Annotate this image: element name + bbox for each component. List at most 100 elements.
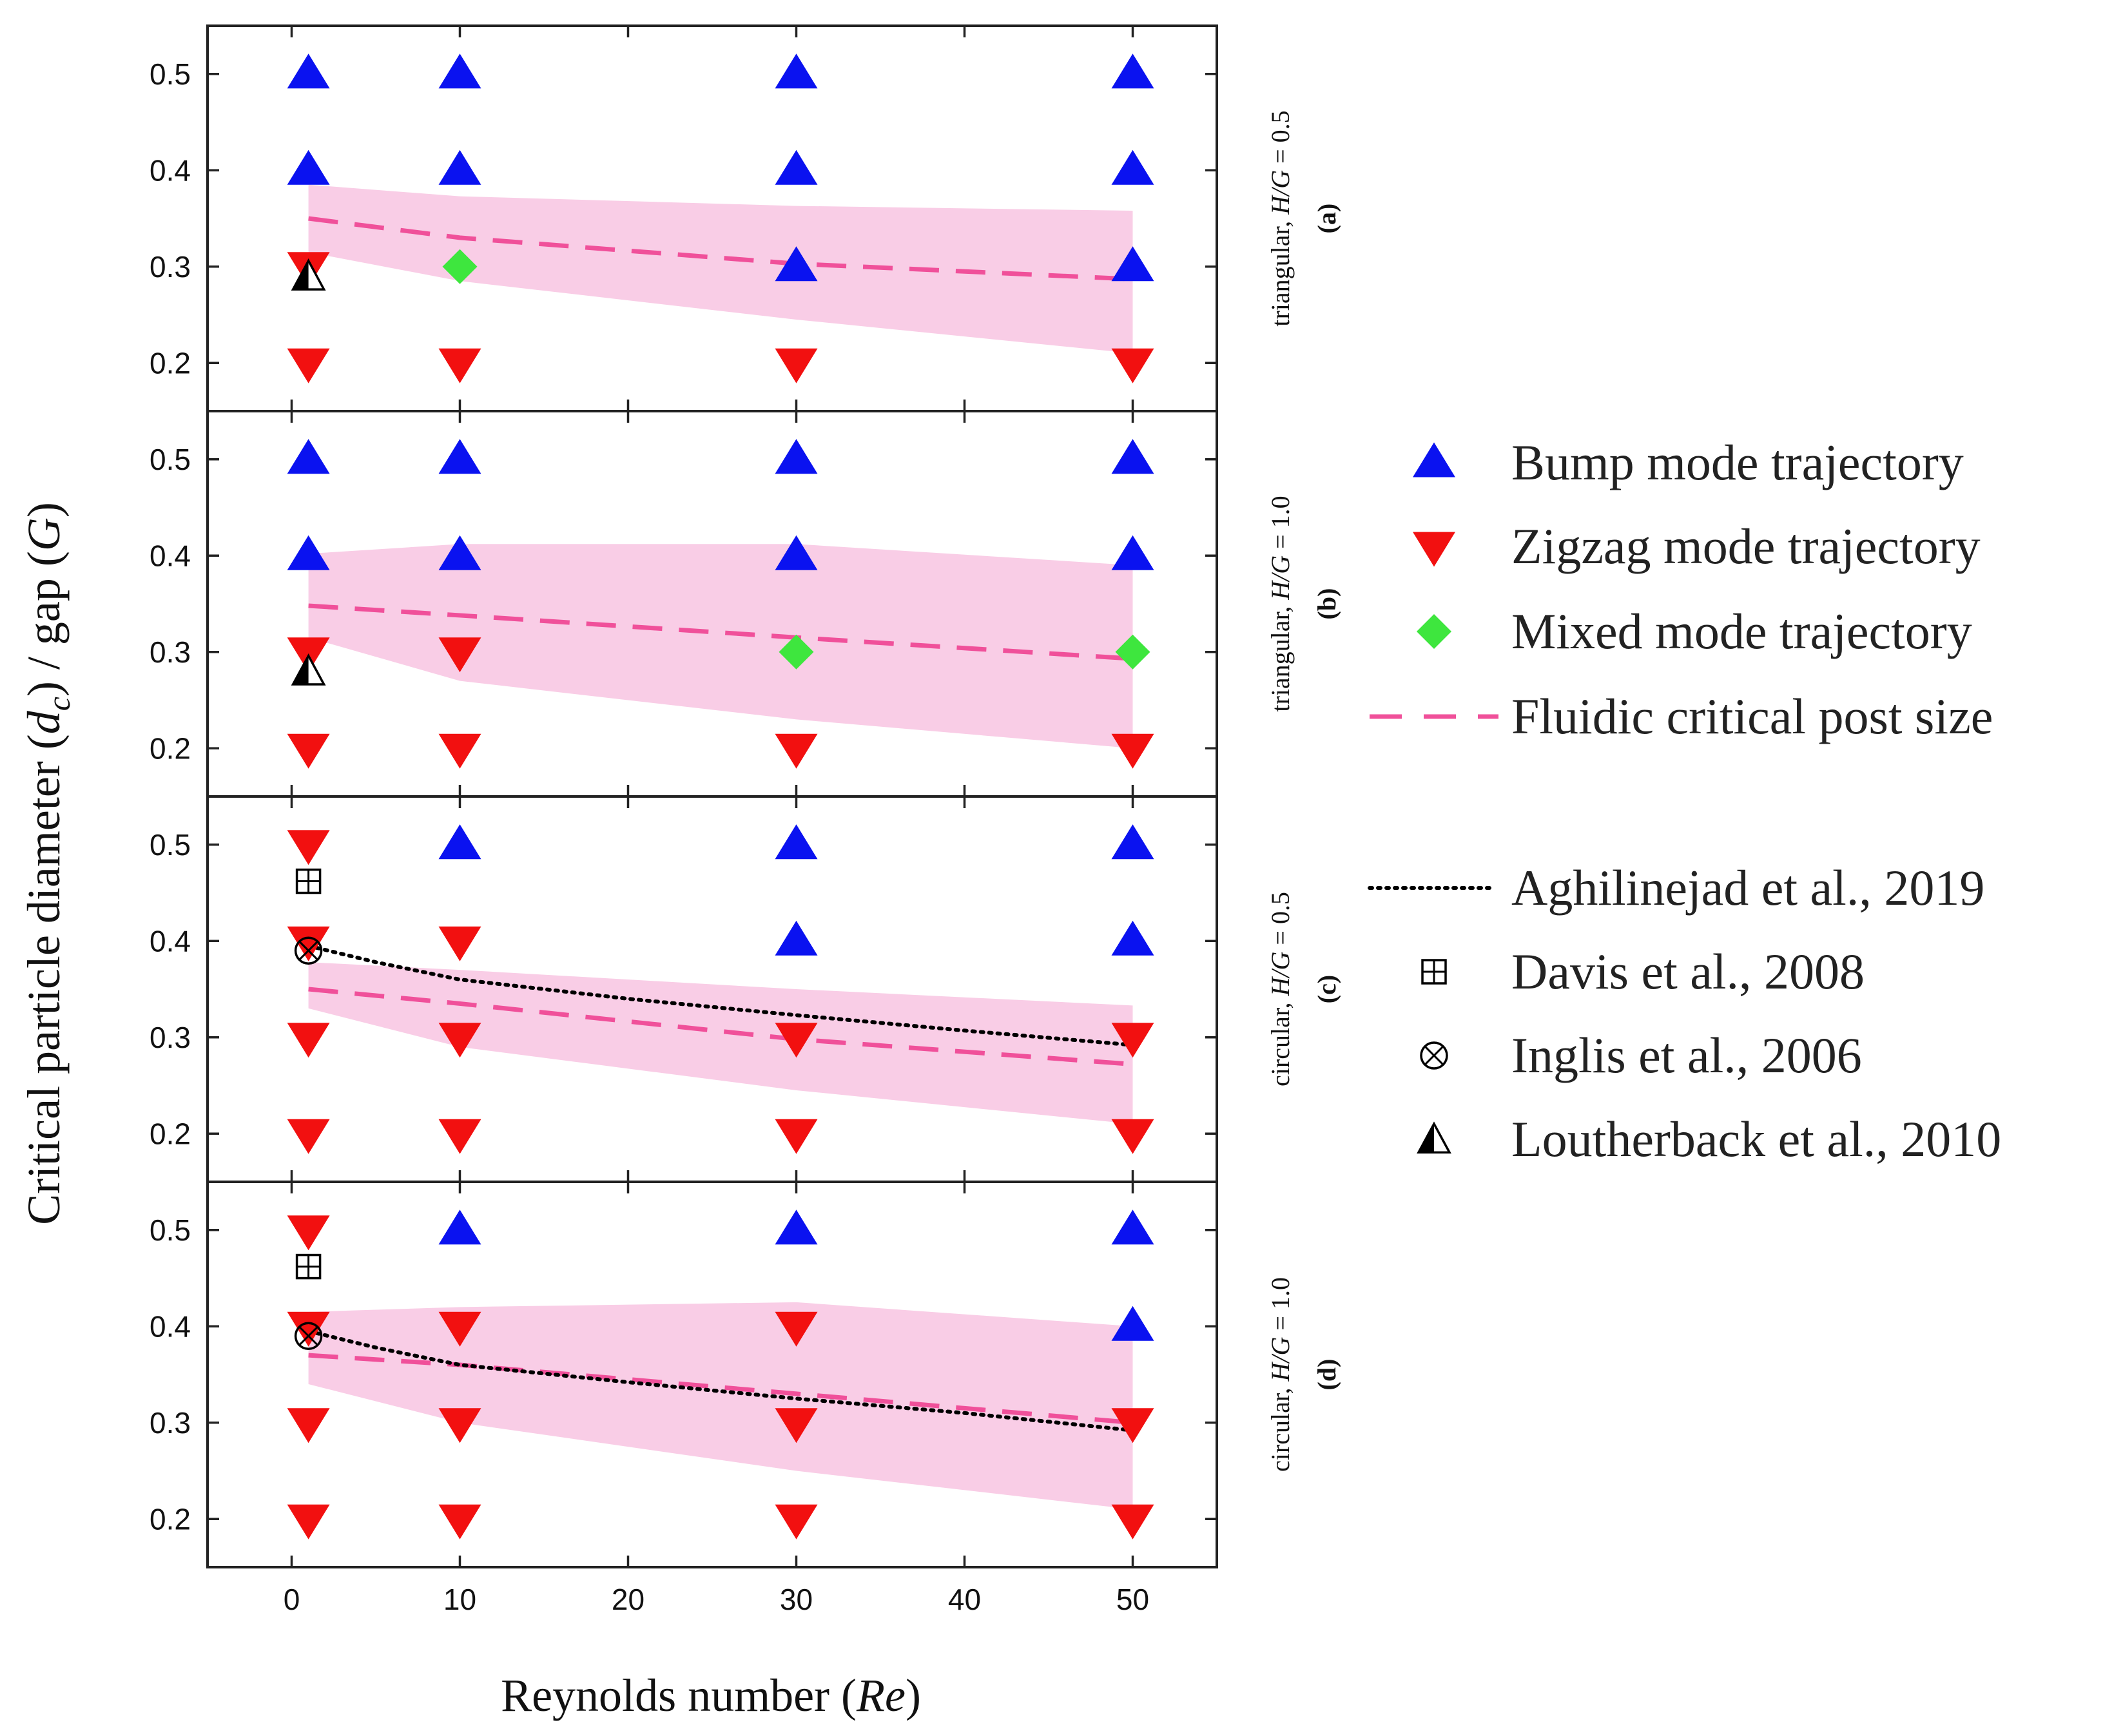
bump-point-c-2 [1111, 824, 1154, 860]
zigzag-point-c-0 [287, 830, 330, 865]
zigzag-point-d-1 [287, 1311, 330, 1347]
legend-symbol-loutherback [1417, 1121, 1451, 1154]
panel-label-ratio-b: H/G [1266, 555, 1295, 601]
zigzag-point-b-1 [438, 637, 481, 673]
bump-point-b-4 [287, 535, 330, 570]
zigzag-point-d-4 [287, 1408, 330, 1443]
zigzag-point-c-5 [775, 1023, 818, 1058]
legend-symbol-mixed [1417, 614, 1451, 649]
y-tick-label-b-2: 0.4 [150, 539, 191, 572]
panel-label-value-d: = 1.0 [1266, 1277, 1295, 1337]
zigzag-point-c-8 [438, 1119, 481, 1154]
mixed-point-b-1 [1115, 634, 1150, 670]
inglis-point-d-0 [294, 1322, 323, 1350]
x-axis-title-italic: Re [856, 1670, 906, 1721]
y-axis-title: Critical particle diameter (dc) / gap (G… [18, 502, 77, 1225]
panel-label-b: triangular, H/G = 1.0 [1266, 496, 1295, 711]
bump-point-a-4 [287, 149, 330, 185]
davis-point-c-0 [295, 868, 322, 894]
legend-item-davis: Davis et al., 2008 [1421, 943, 1865, 999]
bump-point-b-0 [287, 439, 330, 474]
y-axis-title-subscript-c: c [41, 697, 77, 711]
y-tick-label-d-1: 0.3 [150, 1406, 191, 1440]
mixed-point-a-0 [442, 249, 478, 284]
panel-letter-d: (d) [1312, 1359, 1341, 1391]
legend-item-inglis: Inglis et al., 2006 [1420, 1027, 1862, 1083]
bump-point-a-8 [775, 246, 818, 282]
bump-point-a-1 [438, 53, 481, 89]
panel-label-ratio-c: H/G [1266, 951, 1295, 996]
zigzag-point-b-3 [438, 733, 481, 769]
bump-point-b-6 [775, 535, 818, 570]
legend-label-inglis: Inglis et al., 2006 [1511, 1027, 1862, 1083]
bump-point-a-6 [775, 149, 818, 185]
panel-letter-a: (a) [1312, 204, 1341, 234]
panel-label-a: triangular, H/G = 0.5 [1266, 110, 1295, 326]
bump-point-a-2 [775, 53, 818, 89]
zigzag-point-c-3 [287, 1023, 330, 1058]
legend-label-loutherback: Loutherback et al., 2010 [1511, 1111, 2001, 1167]
zigzag-point-d-9 [438, 1504, 481, 1539]
bump-point-b-2 [775, 439, 818, 474]
panel-letter-b: (b) [1312, 588, 1341, 620]
legend-label-zigzag: Zigzag mode trajectory [1511, 518, 1981, 574]
uncertainty-band-a [308, 184, 1133, 354]
zigzag-point-c-2 [438, 926, 481, 961]
axes: 0.2 0.3 0.4 0.5 triangular, H/G = 0.5 (a) 0.2 0… [150, 24, 1341, 1616]
panel-letter-c: (c) [1312, 975, 1341, 1003]
zigzag-point-a-2 [438, 348, 481, 383]
zigzag-point-c-7 [287, 1119, 330, 1154]
y-tick-label-c-1: 0.3 [150, 1021, 191, 1054]
bump-point-b-3 [1111, 439, 1154, 474]
zigzag-point-a-4 [1111, 348, 1154, 383]
bump-point-a-0 [287, 53, 330, 89]
x-axis-title-end: ) [906, 1670, 921, 1721]
legend-item-bump: Bump mode trajectory [1413, 434, 1964, 490]
zigzag-point-d-7 [1111, 1408, 1154, 1443]
zigzag-point-d-5 [438, 1408, 481, 1443]
aghilinejad-line-c [306, 943, 1135, 1047]
fluidic-line-c [308, 987, 1133, 1067]
y-tick-label-a-0: 0.2 [150, 346, 191, 380]
zigzag-point-b-2 [287, 733, 330, 769]
zigzag-point-b-4 [775, 733, 818, 769]
uncertainty-band-c [308, 962, 1133, 1124]
legend-label-davis: Davis et al., 2008 [1511, 943, 1865, 999]
bump-point-b-1 [438, 439, 481, 474]
zigzag-point-d-0 [287, 1215, 330, 1251]
panel-label-value-b: = 1.0 [1266, 496, 1295, 555]
panel-label-prefix-b: triangular, [1266, 600, 1295, 712]
fluidic-line-b [308, 603, 1133, 661]
bump-point-c-4 [1111, 920, 1154, 956]
bump-point-c-1 [775, 824, 818, 860]
zigzag-point-c-4 [438, 1023, 481, 1058]
panel-frame-d [206, 1181, 1218, 1568]
legend-label-fluidic: Fluidic critical post size [1511, 688, 1993, 744]
y-axis-title-main: Critical particle diameter ( [18, 734, 70, 1225]
legend-item-aghilinejad: Aghilinejad et al., 2019 [1368, 860, 1984, 916]
zigzag-point-c-9 [775, 1119, 818, 1154]
panel-label-ratio-a: H/G [1266, 170, 1295, 215]
zigzag-point-b-5 [1111, 733, 1154, 769]
y-tick-label-a-1: 0.3 [150, 250, 191, 284]
panel-label-prefix-c: circular, [1266, 996, 1295, 1086]
zigzag-point-d-11 [1111, 1504, 1154, 1539]
zigzag-point-c-1 [287, 926, 330, 961]
bump-point-d-3 [1111, 1306, 1154, 1341]
bump-point-b-7 [1111, 535, 1154, 570]
legend-label-bump: Bump mode trajectory [1511, 434, 1964, 490]
loutherback-point-b-0 [291, 653, 326, 686]
fluidic-line-a [308, 216, 1133, 282]
y-tick-label-c-3: 0.5 [150, 828, 191, 862]
x-tick-label-5: 50 [1116, 1583, 1149, 1616]
zigzag-point-a-1 [287, 348, 330, 383]
bump-point-d-0 [438, 1210, 481, 1245]
y-tick-label-c-0: 0.2 [150, 1117, 191, 1150]
mixed-point-b-0 [779, 634, 814, 670]
x-axis-title-main: Reynolds number ( [501, 1670, 857, 1721]
uncertainty-band-b [308, 544, 1133, 749]
y-axis-title-G: G [18, 517, 70, 551]
panel-label-value-a: = 0.5 [1266, 110, 1295, 170]
zigzag-point-c-6 [1111, 1023, 1154, 1058]
